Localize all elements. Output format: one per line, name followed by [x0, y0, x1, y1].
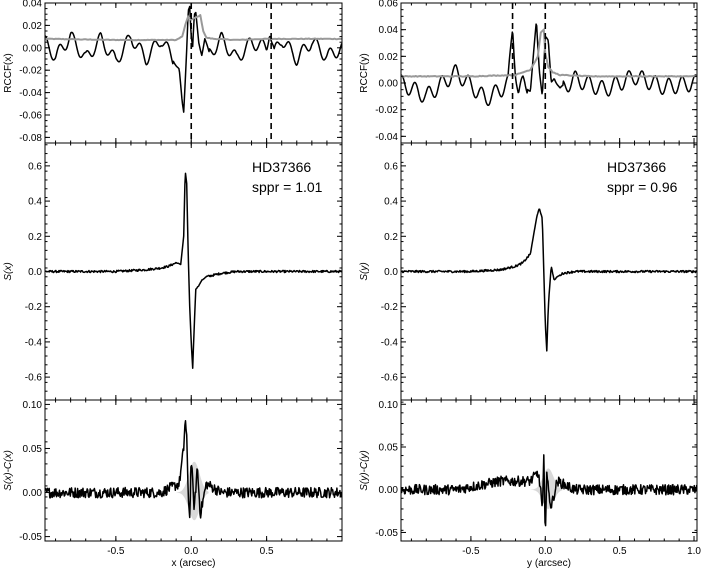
y-axis-label: RCCF(y) — [359, 53, 370, 92]
y-tick-label: -0.2 — [25, 302, 43, 313]
x-tick-label: -0.5 — [107, 546, 125, 557]
y-tick-label: -0.02 — [375, 105, 398, 116]
y-tick-label: 0.6 — [28, 161, 42, 172]
y-tick-label: 0.05 — [379, 443, 399, 454]
y-tick-label: 0.02 — [23, 21, 43, 32]
x-tick-label: -0.5 — [462, 546, 480, 557]
plot-area — [401, 208, 697, 352]
y-tick-label: 0.06 — [379, 0, 399, 10]
y-tick-label: -0.6 — [25, 373, 43, 384]
black-series-line — [45, 5, 342, 113]
axes-frame — [44, 399, 343, 542]
y-axis-label: S(x) — [3, 262, 14, 280]
y-axis-label: S(y) — [359, 262, 370, 280]
y-tick-label: 0.10 — [23, 400, 43, 411]
x-axis-label: x (arcsec) — [172, 558, 216, 569]
annotation-line: HD37366 — [252, 159, 311, 175]
y-tick-label: 0.4 — [384, 197, 398, 208]
x-tick-label: 0.5 — [613, 546, 627, 557]
x-tick-label: 1.0 — [687, 546, 701, 557]
y-tick-label: 0.0 — [384, 267, 398, 278]
plot-area — [45, 5, 342, 113]
axes-frame — [400, 2, 698, 144]
y-tick-label: 0.6 — [384, 161, 398, 172]
y-tick-label: -0.6 — [381, 373, 399, 384]
y-tick-label: -0.02 — [19, 66, 42, 77]
y-axis-label: S(x)-C(x) — [3, 450, 14, 491]
plot-area — [401, 454, 697, 527]
y-tick-label: 0.4 — [28, 197, 42, 208]
y-tick-label: 0.05 — [23, 444, 43, 455]
x-tick-label: 0.0 — [184, 546, 198, 557]
plot-area — [401, 23, 697, 107]
y-axis-label: S(y)-C(y) — [359, 450, 370, 491]
black-series-line — [401, 23, 697, 107]
y-tick-label: -0.05 — [19, 532, 42, 543]
gray-series-line — [401, 28, 697, 78]
x-tick-label: 0.0 — [538, 546, 552, 557]
y-tick-label: 0.04 — [379, 25, 399, 36]
y-tick-label: -0.04 — [19, 88, 42, 99]
y-tick-label: -0.05 — [375, 528, 398, 539]
annotation-line: sppr = 1.01 — [252, 179, 323, 195]
gray-series-line — [45, 14, 342, 42]
y-axis-label: RCCF(x) — [3, 53, 14, 92]
plot-area — [45, 420, 342, 521]
y-tick-label: 0.00 — [379, 485, 399, 496]
y-tick-label: 0.2 — [384, 232, 398, 243]
x-tick-label: 0.5 — [260, 546, 274, 557]
y-tick-label: 0.00 — [23, 488, 43, 499]
y-tick-label: -0.4 — [381, 337, 399, 348]
black-series-line — [401, 454, 697, 527]
y-tick-label: -0.06 — [19, 111, 42, 122]
y-tick-label: 0.10 — [379, 400, 399, 411]
annotation-line: HD37366 — [607, 159, 666, 175]
y-tick-label: 0.04 — [23, 0, 43, 10]
y-tick-label: -0.04 — [375, 132, 398, 143]
y-tick-label: -0.2 — [381, 302, 399, 313]
panel-middle-right: -0.6 -0.4 -0.2 0.0 0.2 0.4 0.6 S(y) HD37366 sppr … — [359, 142, 698, 401]
black-series-line — [45, 420, 342, 519]
y-tick-label: -0.08 — [19, 133, 42, 144]
annotation-line: sppr = 0.96 — [607, 179, 678, 195]
black-series-line — [401, 208, 697, 352]
axes-frame — [400, 399, 698, 542]
y-tick-label: 0.0 — [28, 267, 42, 278]
panel-bottom-right: -0.05 0.00 0.05 0.10 -0.5 0.0 0.5 1.0 y (arcsec)… — [359, 399, 701, 569]
y-tick-label: -0.4 — [25, 337, 43, 348]
panel-middle-left: -0.6 -0.4 -0.2 0.0 0.2 0.4 0.6 S(x) HD37366 sppr … — [3, 142, 343, 401]
uncertainty-band — [176, 461, 209, 521]
panel-top-right: -0.04 -0.02 0.00 0.02 0.04 0.06 RCCF(y) — [359, 0, 698, 144]
black-series-line — [45, 172, 342, 369]
panel-top-left: -0.08 -0.06 -0.04 -0.02 0.00 0.02 0.04 RCCF(x) — [3, 0, 343, 144]
y-tick-label: 0.00 — [379, 79, 399, 90]
x-axis-label: y (arcsec) — [527, 558, 571, 569]
panel-bottom-left: -0.05 0.00 0.05 0.10 -0.5 0.0 0.5 x (arcsec) S(x… — [3, 399, 343, 569]
plot-area — [45, 172, 342, 369]
y-tick-label: 0.00 — [23, 43, 43, 54]
y-tick-label: 0.02 — [379, 52, 399, 63]
y-tick-label: 0.2 — [28, 232, 42, 243]
